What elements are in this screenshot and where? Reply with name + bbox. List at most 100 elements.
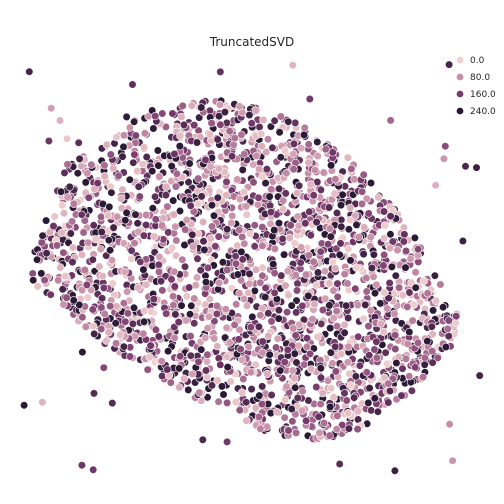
scatter-point	[140, 129, 149, 138]
scatter-point	[360, 223, 369, 232]
scatter-point	[293, 393, 302, 403]
scatter-point	[326, 324, 335, 333]
scatter-point	[188, 369, 197, 379]
scatter-point	[420, 353, 430, 362]
scatter-point	[203, 324, 212, 333]
scatter-point	[312, 382, 321, 392]
legend-marker-2	[455, 89, 465, 99]
scatter-point	[304, 158, 313, 167]
scatter-point	[88, 305, 97, 314]
scatter-point	[300, 130, 309, 139]
scatter-point	[307, 365, 316, 374]
scatter-point	[439, 303, 448, 312]
scatter-point	[306, 231, 315, 240]
scatter-point	[365, 384, 374, 393]
scatter-point	[295, 320, 304, 329]
scatter-point	[385, 278, 394, 288]
scatter-point	[245, 229, 255, 238]
scatter-point	[344, 424, 354, 433]
scatter-point	[201, 333, 210, 343]
scatter-point	[97, 303, 106, 312]
scatter-point	[245, 269, 254, 279]
scatter-point	[119, 131, 129, 140]
scatter-point	[79, 228, 88, 237]
scatter-point	[178, 101, 187, 110]
scatter-point	[325, 301, 334, 310]
scatter-point	[250, 242, 259, 251]
scatter-point	[386, 212, 395, 221]
scatter-point	[163, 365, 172, 374]
scatter-point	[372, 353, 381, 362]
scatter-point	[104, 328, 113, 337]
scatter-point	[59, 300, 68, 309]
scatter-point	[411, 268, 420, 277]
scatter-point	[362, 368, 371, 377]
scatter-point	[401, 354, 411, 363]
scatter-point	[259, 115, 268, 125]
scatter-point	[89, 221, 98, 230]
scatter-point	[372, 280, 381, 289]
scatter-point	[205, 312, 214, 321]
scatter-point	[59, 209, 69, 218]
scatter-point	[112, 133, 121, 142]
scatter-point	[213, 193, 222, 202]
scatter-point	[225, 127, 234, 136]
scatter-point	[170, 333, 179, 343]
scatter-point	[166, 378, 175, 387]
scatter-point	[320, 418, 329, 428]
scatter-point	[386, 230, 395, 239]
scatter-point	[128, 319, 137, 329]
scatter-point	[139, 329, 148, 338]
scatter-point	[185, 310, 195, 319]
scatter-point	[167, 162, 176, 171]
scatter-point	[151, 192, 160, 201]
scatter-point	[163, 202, 172, 211]
scatter-point	[338, 190, 347, 199]
scatter-point	[420, 360, 429, 369]
scatter-point	[326, 402, 335, 412]
scatter-point	[105, 202, 114, 211]
scatter-point	[159, 235, 168, 244]
scatter-point	[220, 107, 229, 117]
scatter-point	[323, 376, 333, 385]
scatter-point	[201, 366, 211, 375]
scatter-point	[289, 165, 298, 174]
scatter-point	[210, 334, 219, 343]
scatter-point	[190, 120, 199, 130]
scatter-point	[261, 293, 270, 302]
scatter-point	[46, 290, 55, 299]
scatter-point	[233, 270, 242, 279]
scatter-point	[129, 158, 138, 167]
scatter-point	[100, 172, 109, 181]
scatter-point	[175, 206, 185, 216]
scatter-point	[397, 391, 406, 400]
scatter-point	[258, 382, 267, 391]
scatter-point	[125, 123, 134, 132]
scatter-point	[351, 284, 360, 293]
scatter-point	[207, 381, 217, 390]
scatter-point	[419, 276, 428, 286]
scatter-point	[207, 118, 216, 128]
scatter-point	[77, 210, 86, 219]
scatter-point	[120, 267, 129, 277]
scatter-point	[195, 388, 204, 397]
scatter-point	[102, 251, 111, 260]
scatter-point	[370, 345, 379, 354]
scatter-point	[327, 161, 336, 170]
scatter-point	[223, 352, 232, 361]
scatter-point	[266, 122, 276, 131]
scatter-point	[201, 278, 211, 287]
scatter-point	[158, 371, 167, 381]
scatter-point	[164, 347, 173, 356]
scatter-point	[98, 272, 107, 281]
scatter-point	[119, 299, 128, 308]
scatter-point	[202, 373, 212, 382]
scatter-point	[170, 267, 179, 276]
scatter-point	[292, 308, 301, 317]
scatter-point	[331, 264, 340, 273]
scatter-point	[84, 193, 93, 202]
scatter-point	[58, 201, 67, 210]
scatter-point	[302, 334, 312, 343]
scatter-point	[158, 109, 167, 118]
scatter-point	[60, 168, 69, 177]
